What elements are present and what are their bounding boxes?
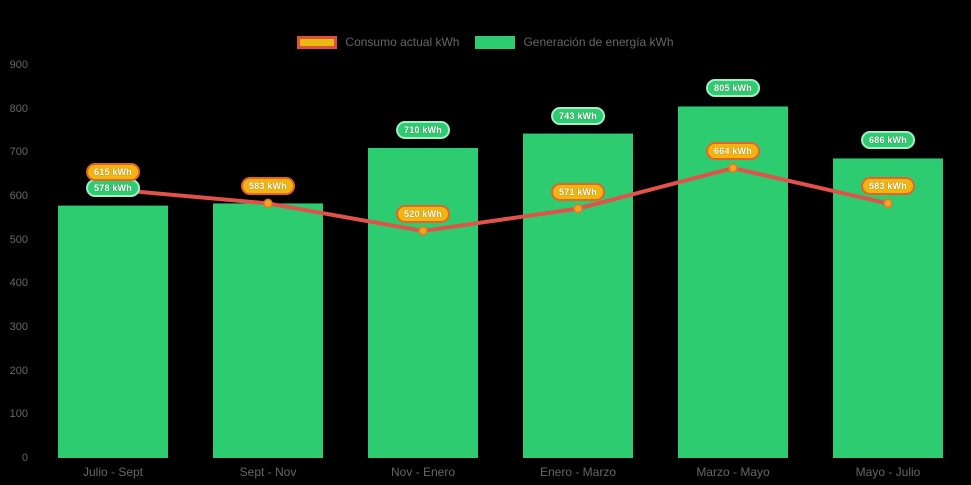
y-axis-tick-label: 100 <box>9 408 28 421</box>
bar-value-label: 805 kWh <box>706 79 760 98</box>
y-axis-tick-label: 500 <box>9 233 28 246</box>
line-value-label: 615 kWh <box>86 163 140 182</box>
y-axis-tick-label: 300 <box>9 321 28 333</box>
consumption-point[interactable] <box>573 203 583 214</box>
line-value-label: 583 kWh <box>861 177 915 196</box>
legend-item-generacion[interactable]: Generación de energía kWh <box>475 35 674 49</box>
bar-value-label: 710 kWh <box>396 120 450 139</box>
x-axis-label: Sept - Nov <box>239 465 297 479</box>
x-axis-label: Marzo - Mayo <box>696 465 770 479</box>
line-value-label: 664 kWh <box>706 142 760 161</box>
line-value-label: 571 kWh <box>551 182 605 201</box>
consumption-point[interactable] <box>418 226 428 236</box>
consumption-point[interactable] <box>263 198 273 209</box>
y-axis-tick-label: 0 <box>21 452 28 464</box>
x-axis-label: Mayo - Julio <box>855 465 921 479</box>
legend-item-consumo[interactable]: Consumo actual kWh <box>297 36 459 49</box>
bar-value-label: 743 kWh <box>551 106 605 125</box>
legend: Consumo actual kWh Generación de energía… <box>0 36 971 49</box>
line-value-label: 583 kWh <box>241 177 295 196</box>
x-axis-label: Enero - Marzo <box>539 465 617 479</box>
consumption-line <box>111 166 890 233</box>
x-axis-label: Nov - Enero <box>390 465 456 479</box>
y-axis-tick-label: 600 <box>9 190 28 202</box>
generation-bar[interactable] <box>368 147 478 458</box>
y-axis-tick-label: 200 <box>9 364 28 377</box>
consumption-point[interactable] <box>728 163 738 173</box>
consumption-point[interactable] <box>883 198 893 209</box>
bar-value-label: 686 kWh <box>861 131 915 150</box>
x-axis-label: Julio - Sept <box>82 465 144 479</box>
y-axis-tick-label: 700 <box>9 146 28 159</box>
consumo-swatch-icon <box>297 36 338 49</box>
line-value-label: 520 kWh <box>396 204 450 223</box>
y-axis-tick-label: 800 <box>9 102 28 115</box>
generation-bar[interactable] <box>58 205 168 458</box>
generacion-swatch-icon <box>475 36 516 49</box>
generation-bar[interactable] <box>833 158 943 459</box>
generation-bar[interactable] <box>213 203 323 458</box>
y-axis-tick-label: 900 <box>9 59 28 71</box>
y-axis-tick-label: 400 <box>9 277 28 290</box>
legend-label-generacion: Generación de energía kWh <box>523 35 674 49</box>
legend-label-consumo: Consumo actual kWh <box>345 35 460 49</box>
